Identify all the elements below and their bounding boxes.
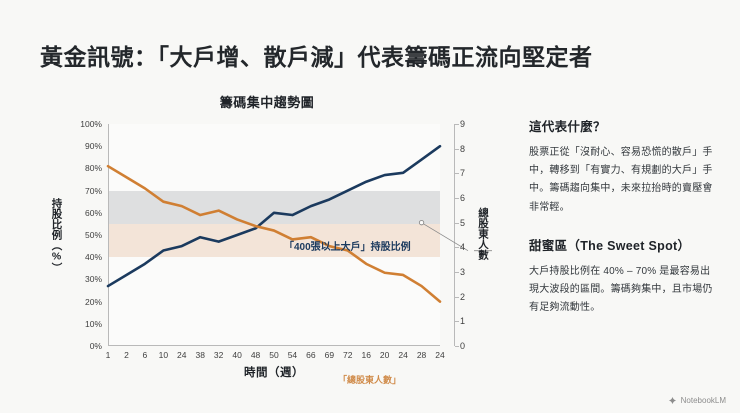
- x-axis-tick: 20: [379, 350, 390, 360]
- x-axis-tick: 10: [158, 350, 169, 360]
- y-axis-right-tick-mark: [455, 272, 459, 273]
- y-axis-right-line: [454, 124, 455, 346]
- y-axis-left-tick: 20%: [84, 296, 102, 307]
- x-axis-tick: 16: [361, 350, 371, 360]
- panel-body-sweet-spot: 大戶持股比例在 40% – 70% 是最容易出現大波段的區間。籌碼夠集中，且市場…: [529, 265, 713, 314]
- chart-title: 籌碼集中趨勢圖: [219, 95, 315, 110]
- x-axis-title: 時間（週）: [244, 367, 304, 379]
- y-axis-left-tick: 90%: [84, 141, 102, 152]
- y-axis-left-tick: 10%: [84, 318, 102, 329]
- x-axis-tick: 69: [324, 350, 335, 360]
- x-axis-tick: 38: [195, 350, 205, 360]
- y-axis-right-tick-mark: [455, 296, 459, 298]
- y-axis-right-tick: 0: [460, 341, 466, 351]
- y-axis-left-tick: 30%: [84, 274, 102, 285]
- y-axis-left-tick: 40%: [84, 252, 102, 263]
- panel-heading-sweet-spot: 甜蜜區（The Sweet Spot）: [529, 238, 691, 253]
- y-axis-right-tick: 1: [460, 316, 466, 327]
- y-axis-right-tick: 4: [460, 242, 466, 253]
- y-axis-left-tick: 70%: [84, 185, 102, 196]
- y-axis-right-tick-mark: [455, 148, 459, 150]
- series-label-large-holders: 「400張以上大戶」持股比例: [284, 242, 411, 253]
- x-axis-tick: 24: [177, 350, 187, 360]
- y-axis-right-tick-mark: [455, 198, 459, 199]
- explanation-panel: 這代表什麼？ 股票正從「沒耐心、容易恐慌的散戶」手中，轉移到「有實力、有規劃的大…: [529, 116, 719, 317]
- y-axis-left-tick: 50%: [84, 230, 102, 240]
- series-label-total-holders: 「總股東人數」: [338, 375, 402, 385]
- y-axis-right-tick: 7: [460, 168, 466, 179]
- panel-heading-meaning: 這代表什麼？: [529, 120, 606, 134]
- y-axis-right-tick: 9: [460, 119, 466, 129]
- x-axis-tick: 54: [287, 350, 298, 360]
- y-axis-left-tick: 0%: [89, 341, 102, 351]
- x-axis-tick: 66: [306, 350, 316, 360]
- x-axis-tick: 24: [398, 350, 408, 360]
- y-axis-right-tick: 8: [460, 143, 466, 154]
- x-axis-tick: 6: [142, 350, 148, 360]
- y-axis-right-tick-mark: [455, 247, 459, 249]
- y-axis-right-tick-mark: [455, 321, 459, 323]
- y-axis-right-tick-mark: [455, 124, 459, 125]
- x-axis-tick: 1: [105, 350, 111, 360]
- x-axis-tick: 50: [269, 350, 279, 360]
- x-axis-tick: 28: [416, 350, 427, 360]
- sweet-spot-band-upper: [109, 190, 440, 224]
- notebooklm-spark-icon: [668, 396, 676, 405]
- slide-title: 黃金訊號：「大戶增、散戶減」代表籌碼正流向堅定者: [40, 44, 593, 70]
- footer-brand: NotebookLM: [668, 396, 726, 405]
- y-axis-left-tick: 80%: [84, 163, 102, 174]
- x-axis-tick: 32: [213, 350, 224, 360]
- y-axis-right-tick: 6: [460, 193, 466, 203]
- chart-container: 籌碼集中趨勢圖 「400張以上大戶」持股比例 「總股東人數」 持股比例（%） 總…: [36, 92, 498, 387]
- y-axis-right-tick-mark: [455, 173, 459, 175]
- y-axis-left-line: [108, 124, 109, 346]
- x-axis-tick: 72: [343, 350, 353, 360]
- y-axis-right-tick: 3: [460, 267, 466, 277]
- x-axis-tick: 2: [124, 350, 129, 360]
- footer-brand-label: NotebookLM: [680, 396, 726, 405]
- y-axis-left-tick: 100%: [80, 119, 102, 129]
- x-axis-tick: 24: [435, 350, 445, 360]
- y-axis-right-title: 總股東人數: [477, 207, 489, 260]
- y-axis-left-tick: 60%: [84, 207, 102, 218]
- y-axis-right-tick: 2: [460, 291, 466, 302]
- x-axis-tick: 48: [250, 350, 261, 360]
- x-axis-tick: 40: [232, 350, 242, 360]
- y-axis-right-tick: 5: [460, 217, 466, 228]
- panel-body-meaning: 股票正從「沒耐心、容易恐慌的散戶」手中，轉移到「有實力、有規劃的大戶」手中。籌碼…: [529, 147, 713, 213]
- x-axis-line: [108, 345, 440, 346]
- y-axis-right-tick-mark: [455, 222, 459, 224]
- y-axis-right-tick-mark: [455, 346, 459, 347]
